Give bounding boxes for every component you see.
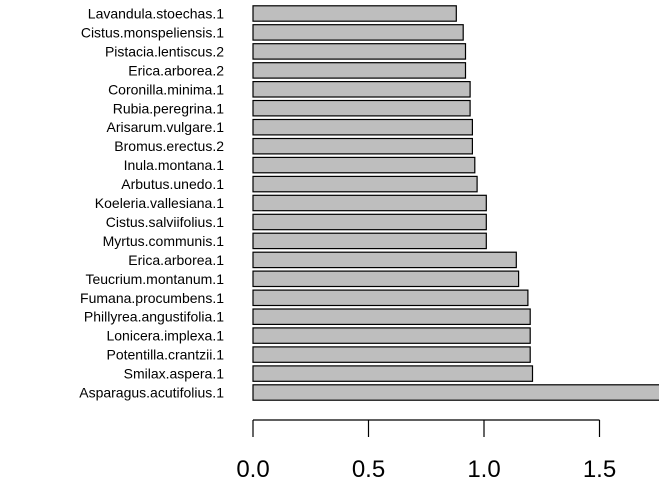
category-label: Myrtus.communis.1 (103, 233, 225, 249)
category-label: Lonicera.implexa.1 (106, 328, 224, 344)
category-label: Smilax.aspera.1 (124, 366, 225, 382)
bar (252, 213, 487, 231)
bar (252, 270, 520, 288)
bar (252, 137, 473, 155)
bar (252, 118, 473, 136)
bar (252, 365, 534, 382)
x-tick-label: 1.0 (467, 456, 500, 483)
bar (252, 308, 531, 325)
category-label: Erica.arborea.2 (128, 62, 224, 78)
category-label: Koeleria.vallesiana.1 (95, 195, 224, 211)
category-label: Asparagus.acutifolius.1 (79, 385, 224, 401)
bar (252, 232, 487, 250)
x-tick-label: 0.0 (236, 456, 269, 483)
category-label: Cistus.salviifolius.1 (106, 214, 224, 230)
category-label: Arisarum.vulgare.1 (107, 119, 225, 135)
category-label: Rubia.peregrina.1 (113, 100, 225, 116)
bar (252, 346, 531, 363)
category-label: Cistus.monspeliensis.1 (81, 24, 224, 40)
category-label: Phillyrea.angustifolia.1 (84, 309, 224, 325)
x-axis: 0.0 0.5 1.0 1.5 (236, 419, 616, 483)
bar (252, 175, 478, 193)
bar (252, 99, 471, 117)
x-tick-label: 0.5 (352, 456, 385, 483)
category-label: Teucrium.montanum.1 (85, 271, 224, 287)
bar (252, 289, 529, 307)
bar (252, 156, 476, 174)
bar (252, 194, 487, 212)
category-label: Erica.arborea.1 (128, 252, 224, 268)
bar (252, 327, 531, 344)
bar (252, 80, 471, 98)
category-label: Potentilla.crantzii.1 (106, 347, 224, 363)
bar (252, 251, 517, 269)
category-label: Bromus.erectus.2 (114, 138, 224, 154)
category-label: Lavandula.stoechas.1 (88, 6, 224, 22)
bar (252, 384, 659, 401)
x-tick-label: 1.5 (583, 456, 616, 483)
category-label: Pistacia.lentiscus.2 (105, 43, 224, 59)
category-labels-group: Asparagus.acutifolius.1 Smilax.aspera.1 Po… (79, 6, 224, 401)
bar (252, 62, 467, 79)
bar (252, 5, 457, 22)
category-label: Fumana.procumbens.1 (80, 290, 224, 306)
bar (252, 24, 464, 41)
bar (252, 43, 467, 60)
bars-group (252, 5, 659, 401)
category-label: Inula.montana.1 (124, 157, 225, 173)
category-label: Coronilla.minima.1 (108, 81, 224, 97)
category-label: Arbutus.unedo.1 (121, 176, 224, 192)
